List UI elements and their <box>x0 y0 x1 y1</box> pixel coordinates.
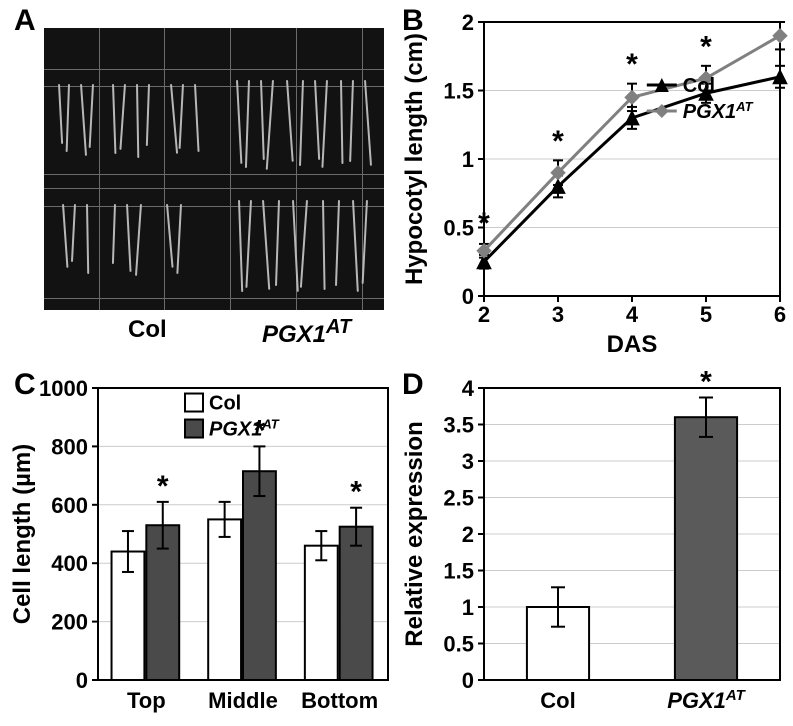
svg-text:*: * <box>774 2 786 18</box>
svg-text:3: 3 <box>462 449 474 474</box>
svg-text:1: 1 <box>462 595 474 620</box>
svg-text:Top: Top <box>127 688 166 713</box>
svg-text:*: * <box>157 470 169 503</box>
svg-text:Col: Col <box>540 688 575 713</box>
chart-d: 0 0.5 1 1.5 2 2.5 3 3.5 4 Col PGX1AT * Relative expr… <box>398 370 793 726</box>
svg-text:Bottom: Bottom <box>301 688 378 713</box>
svg-text:PGX1AT: PGX1AT <box>209 416 280 441</box>
svg-text:0.5: 0.5 <box>443 216 474 241</box>
svg-text:600: 600 <box>51 493 88 518</box>
svg-text:*: * <box>478 207 490 240</box>
chart-b: 0 0.5 1 1.5 2 2 3 4 5 6 DAS Hypocotyl length (cm) * *… <box>398 2 793 362</box>
svg-text:0: 0 <box>462 284 474 309</box>
svg-text:Hypocotyl length (cm): Hypocotyl length (cm) <box>401 33 428 285</box>
figure: A <box>0 0 793 726</box>
svg-text:Col: Col <box>683 75 715 97</box>
svg-text:*: * <box>552 125 564 158</box>
svg-text:4: 4 <box>626 302 639 327</box>
svg-text:*: * <box>350 476 362 509</box>
svg-text:4: 4 <box>462 376 475 401</box>
svg-text:2: 2 <box>462 522 474 547</box>
svg-text:0: 0 <box>76 668 88 693</box>
chart-c: 02004006008001000Top*Middle*Bottom*Cell … <box>4 370 400 726</box>
panel-label-a: A <box>14 4 36 38</box>
svg-text:1000: 1000 <box>39 376 88 401</box>
svg-text:2: 2 <box>478 302 490 327</box>
svg-text:3.5: 3.5 <box>443 413 474 438</box>
svg-text:0: 0 <box>462 668 474 693</box>
svg-text:1.5: 1.5 <box>443 559 474 584</box>
svg-text:Col: Col <box>209 393 241 415</box>
svg-text:Relative expression: Relative expression <box>401 421 428 646</box>
svg-text:3: 3 <box>552 302 564 327</box>
svg-text:Cell length (µm): Cell length (µm) <box>9 444 36 625</box>
svg-text:*: * <box>700 30 712 63</box>
svg-text:*: * <box>626 48 638 81</box>
svg-text:2: 2 <box>462 10 474 35</box>
svg-text:2.5: 2.5 <box>443 486 474 511</box>
svg-text:0.5: 0.5 <box>443 632 474 657</box>
panel-a-image <box>44 28 384 310</box>
svg-text:*: * <box>700 370 712 398</box>
svg-text:200: 200 <box>51 610 88 635</box>
svg-text:PGX1AT: PGX1AT <box>667 687 746 714</box>
svg-text:PGX1AT: PGX1AT <box>683 99 754 124</box>
svg-text:6: 6 <box>774 302 786 327</box>
panel-a-label-pgx1: PGX1AT <box>262 316 351 349</box>
svg-text:1: 1 <box>462 147 474 172</box>
svg-text:800: 800 <box>51 434 88 459</box>
svg-text:1.5: 1.5 <box>443 79 474 104</box>
svg-text:5: 5 <box>700 302 712 327</box>
svg-text:400: 400 <box>51 551 88 576</box>
panel-a-label-col: Col <box>128 316 167 344</box>
svg-text:Middle: Middle <box>208 688 278 713</box>
svg-text:DAS: DAS <box>607 331 658 358</box>
